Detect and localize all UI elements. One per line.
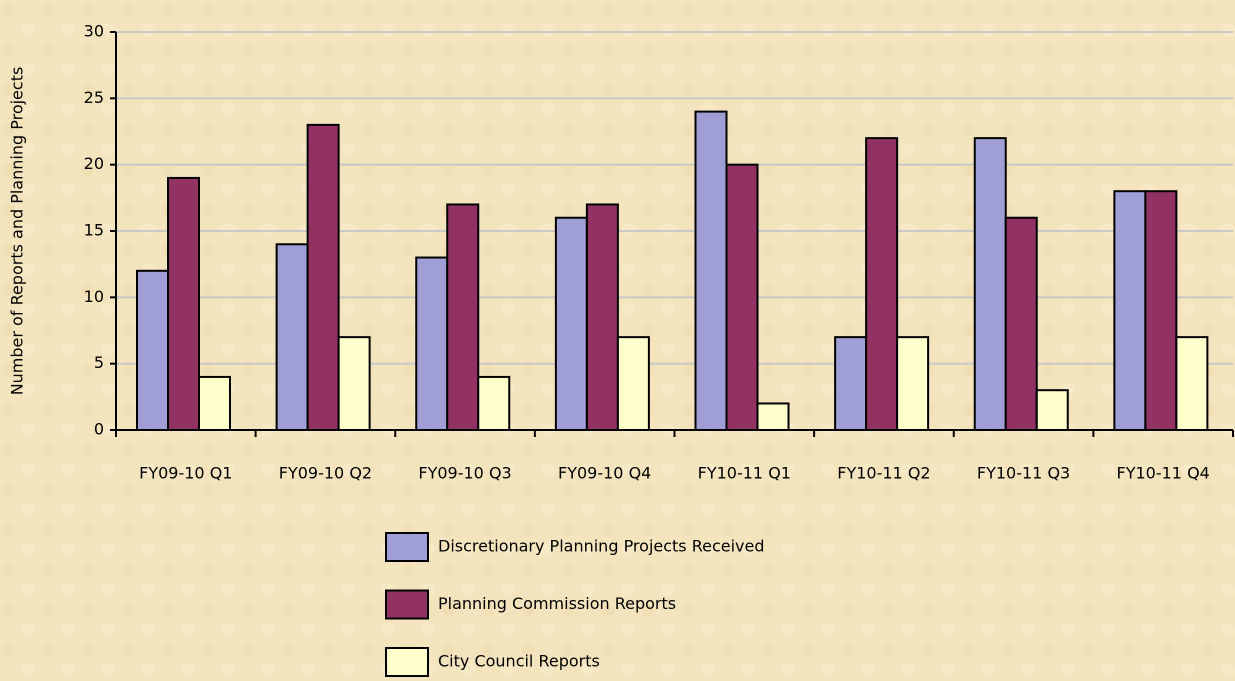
x-tick-label: FY10-11 Q3 xyxy=(977,464,1070,483)
bar xyxy=(756,402,790,432)
bar xyxy=(198,375,231,431)
bar xyxy=(275,243,309,431)
bar xyxy=(1175,336,1209,431)
x-tick-label: FY09-10 Q3 xyxy=(418,464,511,483)
bar xyxy=(136,269,169,431)
bar xyxy=(865,137,899,431)
bar xyxy=(896,336,930,431)
y-tick-label: 25 xyxy=(84,88,104,107)
bar xyxy=(415,256,449,431)
bar xyxy=(337,336,371,431)
x-tick-label: FY10-11 Q1 xyxy=(698,464,791,483)
bar xyxy=(1004,216,1038,431)
legend-swatch xyxy=(385,589,429,620)
x-tick-label: FY09-10 Q2 xyxy=(279,464,372,483)
bar xyxy=(554,216,588,431)
bar xyxy=(616,336,650,431)
y-tick-label: 20 xyxy=(84,154,104,173)
x-tick-label: FY09-10 Q1 xyxy=(139,464,232,483)
bar xyxy=(973,137,1007,431)
legend-label: Discretionary Planning Projects Received xyxy=(438,537,765,556)
legend-swatch xyxy=(385,532,429,562)
y-tick-label: 30 xyxy=(84,22,104,41)
bar xyxy=(477,375,511,431)
bar xyxy=(306,123,340,431)
y-axis-label: Number of Reports and Planning Projects xyxy=(8,67,27,396)
bar xyxy=(834,336,868,431)
x-tick-label: FY10-11 Q4 xyxy=(1117,464,1210,483)
y-tick-label: 15 xyxy=(84,221,104,240)
y-tick-label: 10 xyxy=(84,287,104,306)
bar xyxy=(1035,389,1069,432)
x-tick-label: FY09-10 Q4 xyxy=(558,464,651,483)
bar xyxy=(167,176,200,431)
bar xyxy=(725,163,759,432)
bar xyxy=(585,203,619,431)
legend-label: Planning Commission Reports xyxy=(438,594,676,613)
legend-swatch xyxy=(385,647,429,677)
legend-label: City Council Reports xyxy=(438,652,600,671)
x-tick-label: FY10-11 Q2 xyxy=(837,464,930,483)
bar xyxy=(694,110,728,431)
y-tick-label: 0 xyxy=(94,420,104,439)
y-tick-label: 5 xyxy=(94,353,104,372)
bar xyxy=(446,203,480,431)
bar xyxy=(1113,190,1147,431)
bar xyxy=(1144,190,1178,431)
